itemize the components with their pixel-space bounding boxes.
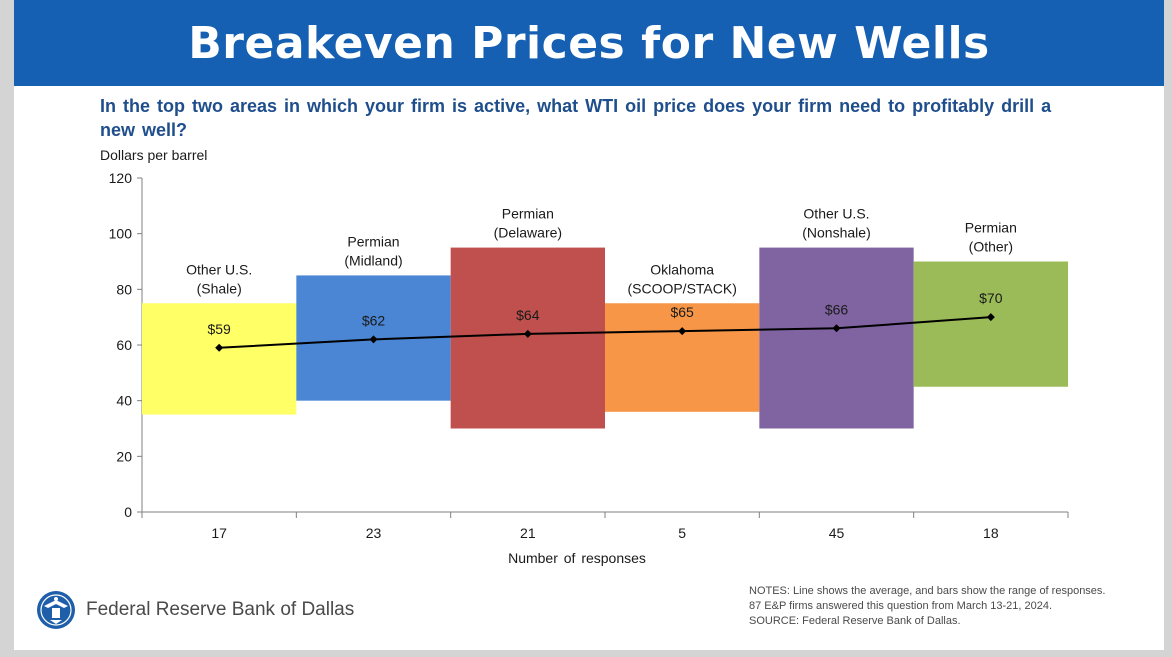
response-count-label: 21 [520, 525, 536, 541]
category-label: (Nonshale) [802, 225, 870, 241]
average-point [986, 313, 995, 322]
category-label: Permian [502, 206, 554, 222]
category-label: (Shale) [197, 280, 242, 296]
notes-line: SOURCE: Federal Reserve Bank of Dallas. [749, 615, 961, 627]
range-bar [605, 303, 760, 412]
x-axis-label: Number of responses [508, 550, 646, 566]
category-label: Other U.S. [803, 206, 869, 222]
range-bar [450, 247, 605, 429]
y-tick-label: 80 [116, 281, 132, 297]
category-label: (Delaware) [494, 225, 562, 241]
survey-question: In the top two areas in which your firm … [100, 96, 1052, 140]
y-tick-label: 100 [109, 226, 133, 242]
average-point [832, 324, 841, 333]
average-value-label: $64 [516, 307, 540, 323]
category-label: Oklahoma [650, 261, 714, 277]
y-tick-label: 120 [109, 170, 133, 186]
notes-line: NOTES: Line shows the average, and bars … [749, 585, 1106, 597]
average-point [369, 335, 378, 344]
breakeven-chart: Dollars per barrel 0 20 40 60 80 100 120 Other U… [100, 147, 1069, 566]
response-count-label: 18 [983, 525, 999, 541]
org-name: Federal Reserve Bank of Dallas [86, 599, 355, 620]
response-count-label: 17 [211, 525, 227, 541]
notes-line: 87 E&P firms answered this question from… [749, 600, 1053, 612]
category-label: (SCOOP/STACK) [627, 280, 736, 296]
y-axis-label: Dollars per barrel [100, 147, 207, 163]
response-count-label: 5 [678, 525, 686, 541]
y-tick-label: 20 [116, 448, 132, 464]
y-tick-label: 60 [116, 337, 132, 353]
average-value-label: $70 [979, 290, 1003, 306]
slide: Breakeven Prices for New Wells In the to… [14, 0, 1164, 650]
response-count-label: 23 [366, 525, 382, 541]
chart-notes: NOTES: Line shows the average, and bars … [749, 584, 1159, 629]
y-tick-label: 40 [116, 393, 132, 409]
average-value-label: $65 [670, 304, 694, 320]
average-value-label: $59 [207, 321, 231, 337]
page-title: Breakeven Prices for New Wells [188, 17, 990, 69]
average-value-label: $66 [825, 301, 849, 317]
category-label: Permian [965, 220, 1017, 236]
average-point [215, 343, 224, 352]
title-banner: Breakeven Prices for New Wells [14, 0, 1164, 86]
category-label: Other U.S. [186, 261, 252, 277]
category-label: (Midland) [344, 252, 402, 268]
category-label: (Other) [969, 239, 1013, 255]
category-label: Permian [347, 233, 399, 249]
average-line [219, 316, 991, 349]
range-bar [142, 303, 297, 415]
y-tick-label: 0 [124, 504, 132, 520]
response-count-label: 45 [829, 525, 845, 541]
eagle-seal-icon [37, 591, 75, 629]
range-bar [913, 261, 1068, 387]
average-value-label: $62 [362, 312, 386, 328]
average-point [678, 327, 687, 336]
average-point [523, 329, 532, 338]
range-bar [759, 247, 914, 429]
fed-logo: Federal Reserve Bank of Dallas [36, 588, 354, 632]
